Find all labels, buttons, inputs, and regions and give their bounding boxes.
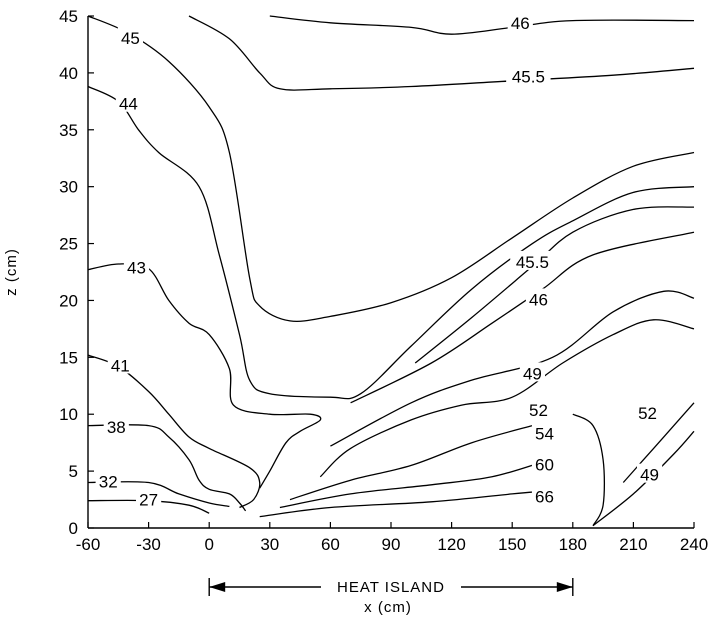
y-tick-label: 5 <box>69 462 78 481</box>
y-tick-label: 0 <box>69 519 78 538</box>
y-tick-label: 10 <box>59 405 78 424</box>
y-tick-label: 40 <box>59 64 78 83</box>
contour-label: 49 <box>640 466 659 485</box>
contour-label: 54 <box>535 425 554 444</box>
contour-line <box>87 354 261 509</box>
contour-label: 52 <box>638 404 657 423</box>
contour-label: 60 <box>535 455 554 474</box>
contour-line <box>330 290 695 447</box>
x-tick-label: 30 <box>260 535 279 554</box>
y-tick-label: 30 <box>59 178 78 197</box>
contour-line <box>319 319 695 478</box>
contour-line <box>572 413 606 527</box>
contour-label-backing <box>117 26 144 46</box>
contour-label-backing <box>636 463 663 483</box>
contour-line <box>622 402 695 483</box>
contour-label-backing <box>107 354 133 374</box>
x-tick-label: 150 <box>498 535 526 554</box>
contour-label: 45.5 <box>516 253 549 272</box>
contour-line <box>87 85 695 400</box>
y-tick-label: 25 <box>59 235 78 254</box>
contour-labels: 46 45.5 45 44 45.5 43 46 41 49 38 52 32 54 27 60 66 52 49 <box>95 11 663 510</box>
contour-label: 46 <box>529 290 548 309</box>
contour-line <box>188 15 695 91</box>
x-tick-label: -60 <box>76 535 101 554</box>
x-tick-label: 210 <box>619 535 647 554</box>
x-tick-label: 180 <box>559 535 587 554</box>
contour-line <box>87 424 247 512</box>
y-tick-label: 35 <box>59 121 78 140</box>
y-tick-label: 45 <box>59 7 78 26</box>
contour-label-backing <box>519 362 545 382</box>
contour-line <box>259 490 539 518</box>
contour-label: 43 <box>127 259 146 278</box>
contour-label-backing <box>634 402 661 422</box>
contour-line <box>87 263 322 489</box>
x-tick-label: 60 <box>321 535 340 554</box>
x-tick-label: -30 <box>136 535 161 554</box>
contour-label-backing <box>531 485 558 505</box>
contour-label-backing <box>103 415 129 435</box>
contour-label: 32 <box>99 472 118 491</box>
contour-label-backing <box>95 470 121 490</box>
contour-label-backing <box>115 92 141 112</box>
contour-label-backing <box>507 11 533 31</box>
contour-label-backing <box>525 288 552 308</box>
contour-line <box>87 481 230 508</box>
x-tick-label: 90 <box>382 535 401 554</box>
contour-label: 27 <box>139 491 158 510</box>
contour-label-backing <box>123 256 150 276</box>
contour-label: 49 <box>523 364 542 383</box>
heat-island-left-arrowhead <box>209 582 226 592</box>
contour-line <box>87 15 695 322</box>
heat-island-label: HEAT ISLAND <box>337 579 445 596</box>
heat-island-annotation: HEAT ISLAND <box>208 578 574 596</box>
contour-lines <box>87 15 695 527</box>
x-tick-label: 120 <box>437 535 465 554</box>
contour-line <box>289 424 533 501</box>
contour-line <box>414 206 695 364</box>
y-tick-label: 20 <box>59 291 78 310</box>
heat-island-right-arrowhead <box>556 582 573 592</box>
x-axis-title: x (cm) <box>364 599 412 616</box>
contour-label: 41 <box>111 356 130 375</box>
contour-label-backing <box>525 398 552 418</box>
plot-frame <box>87 16 694 529</box>
contour-line <box>87 499 210 514</box>
contour-label: 52 <box>529 401 548 420</box>
contour-label: 45 <box>121 29 140 48</box>
contour-label-backing <box>506 65 551 85</box>
y-axis-title: z (cm) <box>3 248 20 296</box>
contour-label-backing <box>136 488 162 508</box>
contour-label-backing <box>510 250 555 270</box>
contour-label: 38 <box>107 418 126 437</box>
contour-line <box>350 231 695 404</box>
contour-line <box>269 15 695 35</box>
contour-label-backing <box>531 422 558 442</box>
contour-label: 45.5 <box>512 67 545 86</box>
contour-label: 46 <box>511 14 530 33</box>
contour-label: 44 <box>119 95 138 114</box>
contour-label: 66 <box>535 487 554 506</box>
contour-line <box>279 461 543 509</box>
contour-label-backing <box>531 453 558 473</box>
axis-ticks: -60 -30 0 30 60 90 120 150 180 210 240 0 5 10 15 20 25 30… <box>59 7 708 554</box>
y-tick-label: 15 <box>59 348 78 367</box>
x-tick-label: 240 <box>680 535 708 554</box>
x-tick-label: 0 <box>204 535 213 554</box>
